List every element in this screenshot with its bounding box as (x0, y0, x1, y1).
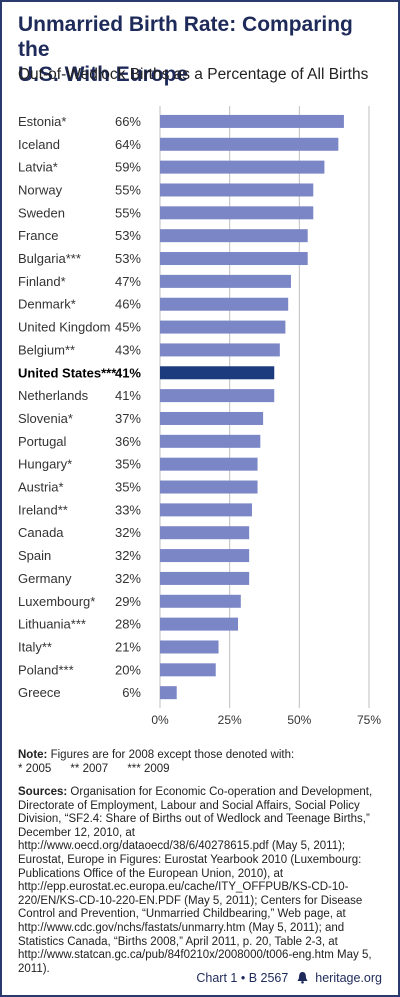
category-label: Germany (18, 571, 72, 586)
category-label: Sweden (18, 205, 65, 220)
bar (160, 389, 275, 403)
bar (160, 526, 250, 540)
chart-subtitle: Out-of-Wedlock Births as a Percentage of… (18, 66, 369, 83)
value-label: 64% (115, 137, 141, 152)
bar-chart: Estonia* 66% Iceland 64% Latvia* 59% Norway 55%… (18, 106, 381, 727)
category-label: Luxembourg* (18, 594, 95, 609)
title-line-1: Unmarried Birth Rate: Comparing the (18, 13, 353, 61)
category-label: Netherlands (18, 388, 89, 403)
value-label: 53% (115, 228, 141, 243)
bar (160, 366, 275, 380)
note-label: Note: (18, 749, 48, 761)
note-text: Figures are for 2008 except those denote… (50, 749, 295, 761)
value-label: 36% (115, 434, 141, 449)
value-label: 59% (115, 160, 141, 175)
bar (160, 160, 325, 174)
bar (160, 183, 314, 197)
value-label: 35% (115, 480, 141, 495)
category-label: Poland*** (18, 662, 74, 677)
category-label: Belgium** (18, 342, 75, 357)
category-label: Austria* (18, 480, 64, 495)
category-label: Iceland (18, 137, 60, 152)
value-label: 43% (115, 342, 141, 357)
title-line-2: U.S. With Europe (18, 63, 189, 86)
chart-reference: Chart 1 • B 2567 (196, 971, 289, 985)
note-denotations: * 2005 ** 2007 *** 2009 (18, 763, 170, 775)
bar (160, 457, 258, 471)
category-label: Estonia* (18, 114, 66, 129)
category-label: Ireland** (18, 502, 68, 517)
category-label: France (18, 228, 58, 243)
site-name: heritage.org (315, 971, 382, 985)
bar (160, 549, 250, 563)
category-label: United Kingdom (18, 320, 111, 335)
category-label: Canada (18, 525, 64, 540)
value-label: 41% (115, 365, 141, 380)
bar (160, 229, 308, 243)
category-label: Finland* (18, 274, 66, 289)
value-label: 45% (115, 320, 141, 335)
liberty-bell-icon (296, 971, 309, 987)
footer: Chart 1 • B 2567 heritage.org (196, 971, 382, 987)
bar (160, 434, 261, 448)
x-tick-label: 75% (357, 713, 381, 727)
bar (160, 663, 216, 677)
bar (160, 686, 177, 700)
bar (160, 297, 289, 311)
bar (160, 114, 344, 128)
value-label: 35% (115, 457, 141, 472)
category-label: Norway (18, 182, 63, 197)
bar (160, 480, 258, 494)
bar (160, 411, 264, 425)
value-label: 37% (115, 411, 141, 426)
value-label: 32% (115, 548, 141, 563)
category-label: Spain (18, 548, 51, 563)
category-label: Lithuania*** (18, 617, 86, 632)
value-label: 32% (115, 571, 141, 586)
x-tick-label: 0% (151, 713, 169, 727)
bar (160, 640, 219, 654)
bar (160, 274, 291, 288)
category-label: Slovenia* (18, 411, 73, 426)
bar (160, 343, 280, 357)
chart-title: Unmarried Birth Rate: Comparing the U.S.… (18, 12, 388, 87)
value-label: 55% (115, 182, 141, 197)
sources-block: Sources: Organisation for Economic Co-op… (18, 786, 388, 976)
category-label: Bulgaria*** (18, 251, 81, 266)
value-label: 29% (115, 594, 141, 609)
x-tick-label: 25% (218, 713, 242, 727)
note-block: Note: Figures are for 2008 except those … (18, 748, 388, 776)
value-label: 32% (115, 525, 141, 540)
value-label: 21% (115, 639, 141, 654)
category-label: United States*** (18, 365, 117, 380)
bar (160, 137, 339, 151)
value-label: 28% (115, 617, 141, 632)
value-label: 47% (115, 274, 141, 289)
bar (160, 252, 308, 266)
category-label: Portugal (18, 434, 67, 449)
bar (160, 320, 286, 334)
category-label: Denmark* (18, 297, 76, 312)
category-label: Hungary* (18, 457, 72, 472)
bar (160, 594, 241, 608)
value-label: 6% (122, 685, 141, 700)
category-label: Italy** (18, 639, 52, 654)
value-label: 20% (115, 662, 141, 677)
x-tick-label: 50% (287, 713, 311, 727)
value-label: 41% (115, 388, 141, 403)
value-label: 33% (115, 502, 141, 517)
category-label: Greece (18, 685, 61, 700)
bar (160, 206, 314, 220)
value-label: 55% (115, 205, 141, 220)
bar (160, 571, 250, 585)
value-label: 66% (115, 114, 141, 129)
value-label: 53% (115, 251, 141, 266)
category-label: Latvia* (18, 160, 58, 175)
sources-label: Sources: (18, 786, 68, 798)
value-label: 46% (115, 297, 141, 312)
bar (160, 503, 252, 517)
sources-text: Organisation for Economic Co-operation a… (18, 786, 373, 975)
bar (160, 617, 239, 631)
